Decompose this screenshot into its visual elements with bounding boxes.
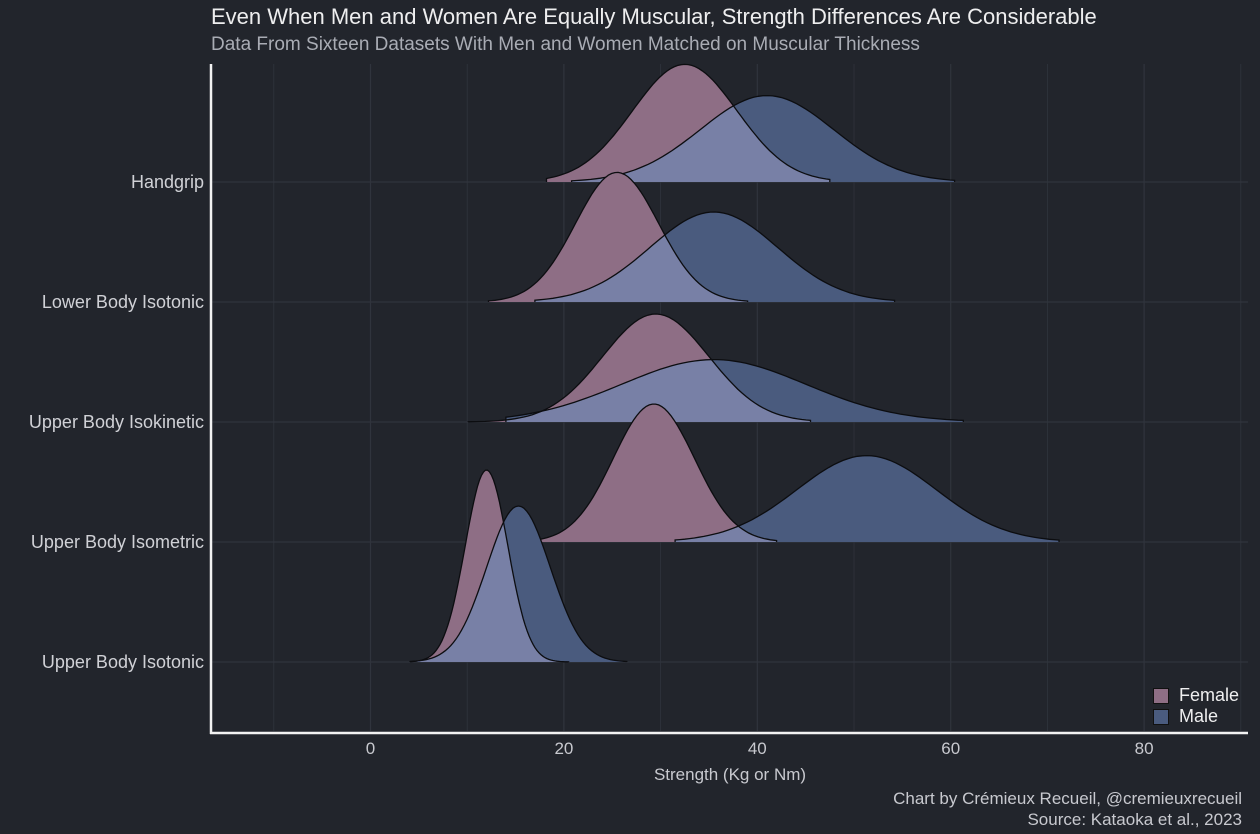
density-fill-male-0	[410, 506, 627, 662]
x-axis-title: Strength (Kg or Nm)	[654, 765, 806, 784]
chart-title: Even When Men and Women Are Equally Musc…	[211, 4, 1097, 29]
legend-item-male: Male	[1153, 706, 1239, 727]
caption-source: Source: Kataoka et al., 2023	[1027, 810, 1242, 829]
ridge-group-upper-body-isometric	[527, 403, 1060, 542]
legend-label-male: Male	[1179, 706, 1219, 726]
legend-swatch-male	[1153, 708, 1169, 725]
category-label-0: Upper Body Isotonic	[42, 652, 204, 672]
density-outline-male-4	[570, 94, 956, 182]
density-overlap-4	[571, 106, 830, 182]
density-fill-male-1	[675, 455, 1059, 542]
ridge-group-handgrip	[545, 63, 956, 182]
axes	[209, 64, 1248, 735]
x-tick-label-80: 80	[1135, 739, 1154, 758]
legend-label-female: Female	[1179, 685, 1240, 705]
legend: Female Male	[1153, 685, 1239, 727]
density-outline-male-3	[534, 211, 896, 302]
category-label-3: Lower Body Isotonic	[42, 292, 204, 312]
density-fill-female-1	[528, 404, 777, 542]
x-tick-label-0: 0	[366, 739, 375, 758]
density-outline-female-3	[487, 171, 749, 302]
x-tick-label-60: 60	[941, 739, 960, 758]
x-tick-label-40: 40	[748, 739, 767, 758]
density-overlap-0	[410, 522, 569, 662]
x-tick-labels: 0 20 40 60 80	[366, 739, 1154, 758]
density-outline-female-2	[467, 313, 812, 423]
density-outline-male-1	[674, 454, 1060, 542]
chart-subtitle: Data From Sixteen Datasets With Men and …	[211, 34, 920, 55]
density-outline-female-4	[545, 63, 831, 182]
x-tick-label-20: 20	[554, 739, 573, 758]
caption-credit: Chart by Crémieux Recueil, @cremieuxrecu…	[893, 789, 1242, 808]
density-ridges	[409, 63, 1060, 663]
density-outline-female-0	[409, 469, 570, 663]
density-outline-male-2	[505, 358, 964, 422]
density-overlap-2	[505, 359, 811, 422]
density-outline-male-0	[409, 505, 628, 663]
density-overlap-3	[534, 235, 748, 302]
category-label-2: Upper Body Isokinetic	[29, 412, 204, 432]
legend-item-female: Female	[1153, 685, 1239, 706]
density-outline-female-1	[527, 403, 778, 542]
caption: Chart by Crémieux Recueil, @cremieuxrecu…	[893, 788, 1242, 830]
category-label-1: Upper Body Isometric	[31, 532, 204, 552]
category-label-4: Handgrip	[131, 172, 204, 192]
ridge-group-upper-body-isotonic	[409, 469, 628, 663]
legend-swatch-female	[1153, 687, 1169, 704]
density-overlap-1	[675, 526, 777, 542]
category-labels: Upper Body Isotonic Upper Body Isometric U…	[29, 172, 204, 672]
ridge-group-upper-body-isokinetic	[467, 313, 964, 423]
ridge-group-lower-body-isotonic	[487, 171, 896, 302]
